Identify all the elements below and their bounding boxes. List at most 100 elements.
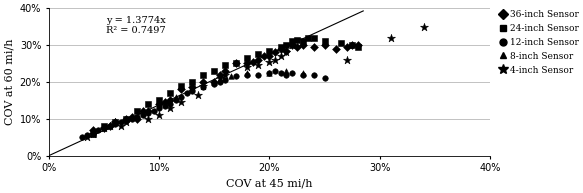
Point: [99, 125, 108, 128]
Point: [271, 51, 280, 54]
Point: [199, 86, 208, 89]
Point: [320, 43, 329, 47]
Text: y = 1.3774x
R² = 0.7497: y = 1.3774x R² = 0.7497: [106, 16, 166, 35]
Point: [121, 121, 131, 124]
Point: [138, 110, 147, 113]
Point: [210, 80, 219, 83]
Point: [231, 62, 241, 65]
Point: [331, 47, 340, 50]
Point: [282, 73, 291, 76]
Point: [188, 80, 197, 83]
Point: [347, 43, 357, 47]
Point: [177, 84, 186, 87]
Point: [342, 45, 352, 48]
Point: [353, 45, 363, 48]
Point: [419, 25, 429, 28]
Point: [265, 60, 274, 63]
Point: [143, 102, 153, 106]
Point: [88, 132, 97, 135]
Point: [221, 79, 230, 82]
Y-axis label: COV at 60 mi/h: COV at 60 mi/h: [4, 39, 14, 125]
Point: [138, 113, 147, 117]
Point: [287, 43, 296, 47]
Point: [160, 104, 169, 108]
Point: [254, 64, 263, 67]
Point: [254, 73, 263, 76]
Point: [121, 117, 131, 120]
Point: [254, 53, 263, 56]
Point: [99, 126, 108, 130]
Point: [276, 55, 285, 58]
Point: [127, 115, 136, 119]
Point: [298, 43, 307, 47]
Point: [265, 71, 274, 74]
Point: [243, 66, 252, 69]
Point: [116, 125, 125, 128]
Point: [154, 106, 164, 109]
Point: [88, 128, 97, 131]
Point: [231, 62, 241, 65]
Point: [298, 71, 307, 74]
Point: [282, 49, 291, 52]
Point: [210, 82, 219, 85]
Point: [353, 43, 363, 47]
Point: [78, 136, 87, 139]
Point: [160, 101, 169, 104]
Point: [215, 77, 224, 80]
Point: [132, 115, 142, 119]
Point: [154, 99, 164, 102]
Point: [166, 102, 175, 106]
Point: [166, 99, 175, 102]
Point: [282, 69, 291, 72]
Point: [347, 43, 357, 47]
Point: [248, 60, 258, 63]
Point: [127, 117, 136, 120]
Point: [143, 110, 153, 113]
Point: [166, 106, 175, 109]
Point: [210, 80, 219, 83]
Point: [154, 102, 164, 106]
Point: [99, 126, 108, 130]
Point: [199, 80, 208, 83]
Point: [254, 58, 263, 61]
Point: [105, 125, 114, 128]
Point: [215, 73, 224, 76]
Point: [177, 101, 186, 104]
Point: [171, 99, 180, 102]
Point: [276, 47, 285, 50]
Point: [110, 121, 120, 124]
Point: [110, 123, 120, 126]
Point: [143, 112, 153, 115]
Point: [265, 49, 274, 52]
Point: [243, 56, 252, 59]
Point: [121, 119, 131, 122]
Point: [293, 45, 302, 48]
Point: [166, 91, 175, 95]
Point: [298, 73, 307, 76]
Point: [271, 58, 280, 61]
Point: [143, 117, 153, 120]
Point: [132, 110, 142, 113]
Point: [188, 86, 197, 89]
Point: [271, 69, 280, 72]
Point: [298, 40, 307, 43]
Point: [188, 86, 197, 89]
Point: [116, 121, 125, 124]
Point: [154, 113, 164, 117]
Point: [149, 110, 159, 113]
Point: [287, 43, 296, 47]
Point: [105, 125, 114, 128]
Point: [121, 117, 131, 120]
Point: [177, 95, 186, 98]
Point: [287, 40, 296, 43]
Point: [193, 93, 202, 96]
Point: [320, 77, 329, 80]
Point: [276, 71, 285, 74]
Point: [110, 121, 120, 124]
Point: [215, 80, 224, 83]
Point: [309, 73, 318, 76]
Point: [386, 36, 395, 39]
Point: [342, 58, 352, 61]
Point: [243, 73, 252, 76]
Point: [99, 126, 108, 130]
